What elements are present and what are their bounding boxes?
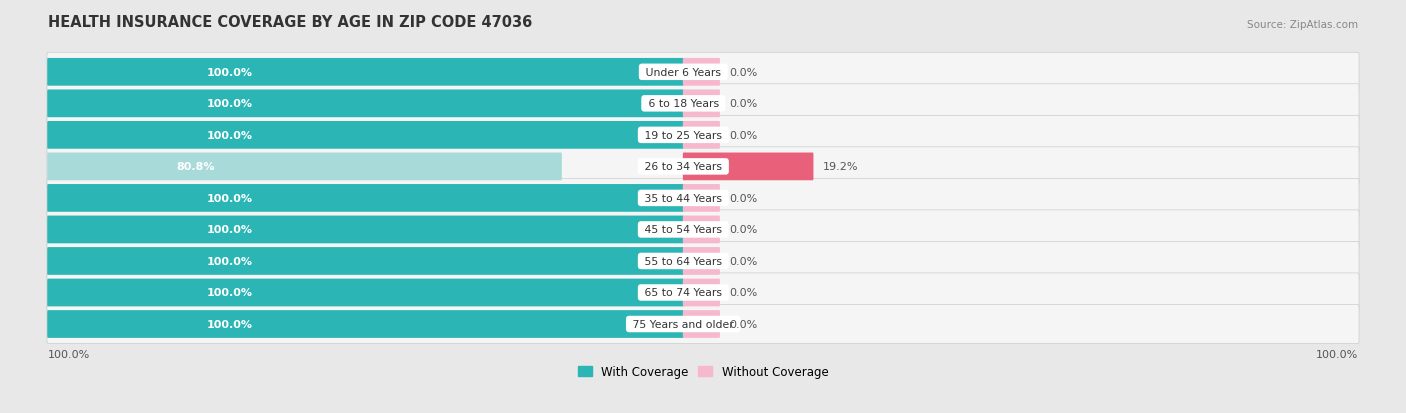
FancyBboxPatch shape — [683, 59, 720, 86]
Text: 80.8%: 80.8% — [176, 162, 215, 172]
FancyBboxPatch shape — [48, 247, 683, 275]
Text: 100.0%: 100.0% — [207, 319, 253, 329]
Text: 100.0%: 100.0% — [207, 225, 253, 235]
FancyBboxPatch shape — [46, 85, 1360, 123]
Text: 45 to 54 Years: 45 to 54 Years — [641, 225, 725, 235]
FancyBboxPatch shape — [683, 279, 720, 306]
Text: 100.0%: 100.0% — [207, 288, 253, 298]
FancyBboxPatch shape — [46, 53, 1360, 92]
Text: 55 to 64 Years: 55 to 64 Years — [641, 256, 725, 266]
FancyBboxPatch shape — [48, 90, 683, 118]
Text: 75 Years and older: 75 Years and older — [630, 319, 738, 329]
Text: 0.0%: 0.0% — [730, 99, 758, 109]
FancyBboxPatch shape — [683, 185, 720, 212]
Text: 100.0%: 100.0% — [207, 131, 253, 140]
Text: 0.0%: 0.0% — [730, 319, 758, 329]
Legend: With Coverage, Without Coverage: With Coverage, Without Coverage — [572, 361, 834, 383]
Text: 19.2%: 19.2% — [823, 162, 858, 172]
Text: 65 to 74 Years: 65 to 74 Years — [641, 288, 725, 298]
Text: Source: ZipAtlas.com: Source: ZipAtlas.com — [1247, 20, 1358, 30]
Text: HEALTH INSURANCE COVERAGE BY AGE IN ZIP CODE 47036: HEALTH INSURANCE COVERAGE BY AGE IN ZIP … — [48, 15, 531, 30]
FancyBboxPatch shape — [683, 216, 720, 244]
Text: 0.0%: 0.0% — [730, 193, 758, 204]
Text: 100.0%: 100.0% — [207, 99, 253, 109]
FancyBboxPatch shape — [48, 153, 562, 181]
FancyBboxPatch shape — [48, 59, 683, 86]
Text: 26 to 34 Years: 26 to 34 Years — [641, 162, 725, 172]
Text: 19 to 25 Years: 19 to 25 Years — [641, 131, 725, 140]
FancyBboxPatch shape — [46, 273, 1360, 312]
FancyBboxPatch shape — [46, 179, 1360, 218]
Text: 100.0%: 100.0% — [207, 68, 253, 78]
FancyBboxPatch shape — [46, 242, 1360, 281]
FancyBboxPatch shape — [46, 147, 1360, 187]
Text: 0.0%: 0.0% — [730, 131, 758, 140]
FancyBboxPatch shape — [683, 247, 720, 275]
Text: 100.0%: 100.0% — [1316, 349, 1358, 359]
Text: Under 6 Years: Under 6 Years — [643, 68, 724, 78]
FancyBboxPatch shape — [683, 311, 720, 338]
FancyBboxPatch shape — [683, 122, 720, 150]
Text: 0.0%: 0.0% — [730, 288, 758, 298]
FancyBboxPatch shape — [48, 311, 683, 338]
FancyBboxPatch shape — [48, 185, 683, 212]
FancyBboxPatch shape — [48, 279, 683, 306]
Text: 100.0%: 100.0% — [48, 349, 90, 359]
Text: 100.0%: 100.0% — [207, 193, 253, 204]
Text: 0.0%: 0.0% — [730, 225, 758, 235]
FancyBboxPatch shape — [46, 305, 1360, 344]
Text: 6 to 18 Years: 6 to 18 Years — [644, 99, 723, 109]
FancyBboxPatch shape — [48, 216, 683, 244]
FancyBboxPatch shape — [46, 210, 1360, 249]
Text: 35 to 44 Years: 35 to 44 Years — [641, 193, 725, 204]
Text: 0.0%: 0.0% — [730, 68, 758, 78]
FancyBboxPatch shape — [48, 122, 683, 150]
FancyBboxPatch shape — [683, 153, 814, 181]
Text: 100.0%: 100.0% — [207, 256, 253, 266]
FancyBboxPatch shape — [683, 90, 720, 118]
FancyBboxPatch shape — [46, 116, 1360, 155]
Text: 0.0%: 0.0% — [730, 256, 758, 266]
